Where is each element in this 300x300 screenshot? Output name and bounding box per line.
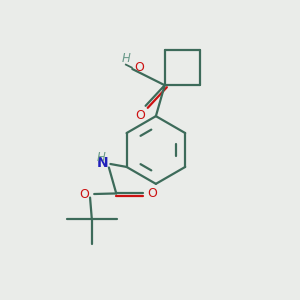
Text: O: O [135,110,145,122]
Text: O: O [79,188,89,200]
Text: H: H [122,52,131,65]
Text: O: O [135,61,145,74]
Text: H: H [97,151,105,164]
Text: N: N [96,155,108,170]
Text: O: O [147,187,157,200]
